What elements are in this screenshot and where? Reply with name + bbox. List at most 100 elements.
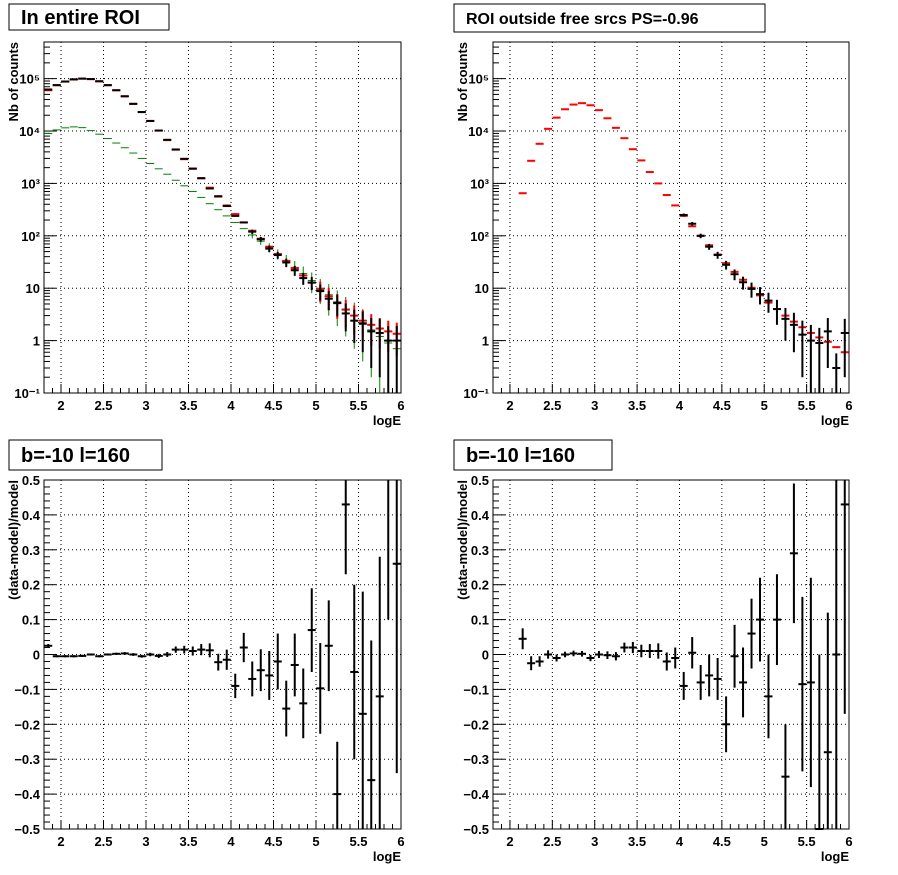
x-tick-label: 5.5 <box>798 398 816 413</box>
x-tick-label: 3.5 <box>628 834 646 849</box>
x-tick-label: 6 <box>397 398 404 413</box>
y-tick-label: −0.4 <box>14 787 40 802</box>
y-tick-label: −0.2 <box>463 717 489 732</box>
x-tick-label: 5 <box>761 398 768 413</box>
y-tick-label: −0.3 <box>14 752 40 767</box>
x-tick-label: 4.5 <box>264 398 282 413</box>
series-2 <box>679 213 849 393</box>
title-box <box>453 3 766 33</box>
x-tick-label: 3 <box>142 398 149 413</box>
y-tick-label: 1 <box>482 334 489 349</box>
x-tick-label: 2.5 <box>543 834 561 849</box>
y-tick-label: 10⁴ <box>19 124 40 139</box>
y-axis-label: Nb of counts <box>6 42 21 121</box>
x-tick-label: 4.5 <box>713 398 731 413</box>
y-tick-label: 1 <box>33 334 40 349</box>
y-tick-label: 0.4 <box>22 508 41 523</box>
x-tick-label: 2 <box>57 398 64 413</box>
x-axis-label: logE <box>821 413 849 428</box>
y-tick-label: 0.4 <box>471 508 490 523</box>
y-tick-label: 10² <box>470 229 489 244</box>
series-4 <box>44 77 401 393</box>
x-tick-label: 3 <box>591 834 598 849</box>
y-tick-label: 0.3 <box>471 543 489 558</box>
x-tick-label: 3.5 <box>628 398 646 413</box>
chart-panel-1: 2 2.5 3 3.5 4 4.5 5 5.5 6 10⁻¹ 1 10 10² 10³ 10⁴ 10⁵ logE… <box>6 3 405 428</box>
x-tick-label: 2.5 <box>543 398 561 413</box>
chart-panel-2: 2 2.5 3 3.5 4 4.5 5 5.5 6 10⁻¹ 1 10 10² 10³ 10⁴ 10⁵ logE… <box>453 3 853 428</box>
y-tick-label: −0.4 <box>463 787 489 802</box>
x-tick-label: 4.5 <box>264 834 282 849</box>
y-tick-label: 10² <box>21 229 40 244</box>
y-tick-label: 0.1 <box>22 613 40 628</box>
y-tick-label: 0.2 <box>22 578 40 593</box>
x-tick-label: 2.5 <box>94 398 112 413</box>
plot-frame <box>43 41 402 394</box>
y-tick-label: −0.1 <box>463 682 489 697</box>
y-tick-label: 0.1 <box>471 613 489 628</box>
y-tick-label: 10⁵ <box>19 72 40 87</box>
y-tick-label: 10⁻¹ <box>14 386 40 401</box>
x-tick-label: 3.5 <box>179 398 197 413</box>
x-tick-label: 4 <box>227 834 235 849</box>
x-tick-label: 2.5 <box>94 834 112 849</box>
x-tick-label: 6 <box>397 834 404 849</box>
y-tick-label: −0.2 <box>14 717 40 732</box>
y-tick-label: 10³ <box>21 176 40 191</box>
y-tick-label: 10⁴ <box>468 124 489 139</box>
x-tick-label: 3 <box>591 398 598 413</box>
series-2 <box>44 78 401 335</box>
x-tick-label: 4.5 <box>713 834 731 849</box>
y-tick-label: 0.2 <box>471 578 489 593</box>
y-tick-label: −0.3 <box>463 752 489 767</box>
x-tick-label: 6 <box>845 398 852 413</box>
y-tick-label: 10 <box>26 281 40 296</box>
y-tick-label: 10³ <box>470 176 489 191</box>
chart-title: ROI outside free srcs PS=-0.96 <box>466 11 699 28</box>
y-tick-label: 0.3 <box>22 543 40 558</box>
plot-frame <box>43 479 402 830</box>
x-tick-label: 4 <box>676 398 684 413</box>
y-tick-label: −0.1 <box>14 682 40 697</box>
y-axis-label: Nb of counts <box>455 42 470 121</box>
y-tick-label: 10⁻¹ <box>463 386 489 401</box>
x-tick-label: 5.5 <box>349 398 367 413</box>
y-tick-label: −0.5 <box>14 822 40 837</box>
plot-frame <box>492 41 850 394</box>
title-box <box>8 439 163 471</box>
x-tick-label: 5 <box>761 834 768 849</box>
y-tick-label: 10 <box>475 281 489 296</box>
y-tick-label: 10⁵ <box>468 72 489 87</box>
series-3 <box>44 77 401 357</box>
x-axis-label: logE <box>373 413 401 428</box>
title-box <box>8 3 170 31</box>
y-tick-label: 0.5 <box>471 473 489 488</box>
x-tick-label: 2 <box>506 398 513 413</box>
y-tick-label: 0.5 <box>22 473 40 488</box>
x-tick-label: 6 <box>845 834 852 849</box>
x-tick-label: 5 <box>312 398 319 413</box>
series-1 <box>44 480 401 829</box>
series-1 <box>518 102 849 354</box>
x-axis-label: logE <box>821 849 849 864</box>
x-tick-label: 2 <box>57 834 64 849</box>
x-tick-label: 4 <box>227 398 235 413</box>
chart-panel-3: 2 2.5 3 3.5 4 4.5 5 5.5 6 −0.5 −0.4 −0.3 −0.2 −0.1 0 0.… <box>6 439 405 864</box>
x-tick-label: 4 <box>676 834 684 849</box>
chart-title: b=-10 l=160 <box>21 445 130 467</box>
series-1 <box>518 480 849 830</box>
x-tick-label: 5.5 <box>798 834 816 849</box>
y-tick-label: 0 <box>482 648 489 663</box>
x-axis-label: logE <box>373 849 401 864</box>
x-tick-label: 3.5 <box>179 834 197 849</box>
y-tick-label: −0.5 <box>463 822 489 837</box>
x-tick-label: 5 <box>312 834 319 849</box>
chart-title: b=-10 l=160 <box>466 445 575 467</box>
chart-title: In entire ROI <box>21 7 140 29</box>
x-tick-label: 2 <box>506 834 513 849</box>
x-tick-label: 3 <box>142 834 149 849</box>
chart-panel-4: 2 2.5 3 3.5 4 4.5 5 5.5 6 −0.5 −0.4 −0.3 −0.2 −0.1 0 0.… <box>453 439 853 864</box>
x-tick-label: 5.5 <box>349 834 367 849</box>
series-1 <box>44 126 401 393</box>
